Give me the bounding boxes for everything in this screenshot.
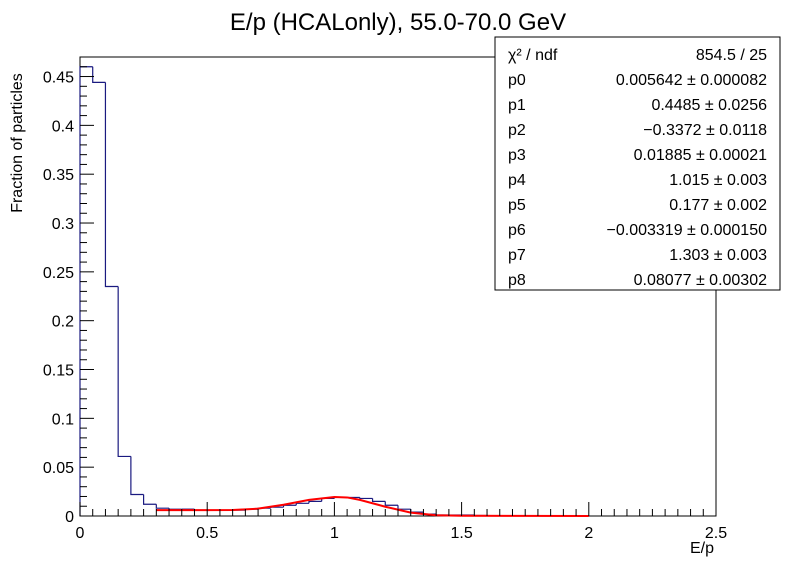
y-tick-label: 0.2 bbox=[52, 314, 74, 331]
y-axis: 0 0.05 0.1 0.15 0.2 0.25 0.3 0.35 0.4 0.45 bbox=[43, 56, 94, 526]
chart-title: E/p (HCALonly), 55.0-70.0 GeV bbox=[230, 9, 566, 36]
stats-row-value: 1.303 ± 0.003 bbox=[669, 247, 767, 264]
stats-row-value: −0.3372 ± 0.0118 bbox=[643, 122, 767, 139]
stats-box-frame bbox=[494, 36, 781, 291]
histogram-bin bbox=[117, 286, 131, 458]
histogram-bin bbox=[397, 505, 411, 510]
y-tick-label: 0.35 bbox=[43, 167, 74, 184]
histogram-bin bbox=[104, 82, 119, 288]
y-tick-label: 0.45 bbox=[43, 70, 74, 87]
stats-row-name: p8 bbox=[508, 272, 526, 289]
histogram-bin bbox=[282, 504, 297, 508]
y-axis-label: Fraction of particles bbox=[9, 73, 26, 213]
x-axis: 0 0.5 1 1.5 2 2.5 bbox=[76, 502, 727, 542]
x-tick-label: 2 bbox=[584, 525, 593, 542]
stats-row-value: 0.4485 ± 0.0256 bbox=[651, 97, 767, 114]
histogram-bin bbox=[130, 456, 144, 496]
histogram-bin bbox=[359, 497, 373, 500]
y-tick-label: 0 bbox=[65, 509, 74, 526]
stats-row-value: −0.003319 ± 0.000150 bbox=[607, 222, 768, 239]
stats-row-name: p1 bbox=[508, 97, 526, 114]
histogram-bin bbox=[410, 509, 424, 513]
x-tick-label: 0.5 bbox=[196, 525, 218, 542]
histogram-bars bbox=[79, 66, 488, 517]
stats-row-value: 1.015 ± 0.003 bbox=[669, 172, 767, 189]
stats-row-value: 0.005642 ± 0.000082 bbox=[616, 72, 767, 89]
y-tick-label: 0.4 bbox=[52, 118, 74, 135]
stats-row-name: p5 bbox=[508, 197, 526, 214]
stats-row-name: p0 bbox=[508, 72, 526, 89]
stats-row-name: p4 bbox=[508, 172, 526, 189]
histogram-bin bbox=[92, 66, 106, 83]
stats-row-name: p3 bbox=[508, 147, 526, 164]
histogram-bin bbox=[384, 501, 398, 506]
x-tick-label: 2.5 bbox=[705, 525, 727, 542]
x-tick-label: 1 bbox=[330, 525, 339, 542]
histogram-bin bbox=[168, 508, 182, 510]
stats-row-value: 854.5 / 25 bbox=[696, 47, 767, 64]
y-tick-label: 0.1 bbox=[52, 411, 74, 428]
stats-row-name: p2 bbox=[508, 122, 526, 139]
x-tick-label: 0 bbox=[76, 525, 85, 542]
histogram-bin bbox=[371, 498, 386, 502]
y-tick-label: 0.3 bbox=[52, 216, 74, 233]
x-tick-label: 1.5 bbox=[450, 525, 472, 542]
x-axis-label: E/p bbox=[690, 540, 714, 557]
stats-row-name: p6 bbox=[508, 222, 526, 239]
histogram-bin bbox=[295, 502, 309, 506]
histogram-bin bbox=[155, 504, 170, 509]
stats-row-value: 0.01885 ± 0.00021 bbox=[634, 147, 767, 164]
y-tick-label: 0.05 bbox=[43, 460, 74, 477]
stats-row-name: χ² / ndf bbox=[508, 47, 558, 64]
stats-row-value: 0.08077 ± 0.00302 bbox=[634, 272, 767, 289]
histogram-bin bbox=[143, 494, 157, 505]
stats-box: χ² / ndf 854.5 / 25 p0 0.005642 ± 0.000082 p… bbox=[494, 36, 781, 291]
y-tick-label: 0.15 bbox=[43, 363, 74, 380]
y-tick-label: 0.25 bbox=[43, 265, 74, 282]
histogram-bin bbox=[308, 500, 322, 504]
stats-row-value: 0.177 ± 0.002 bbox=[669, 197, 767, 214]
stats-row-name: p7 bbox=[508, 247, 526, 264]
